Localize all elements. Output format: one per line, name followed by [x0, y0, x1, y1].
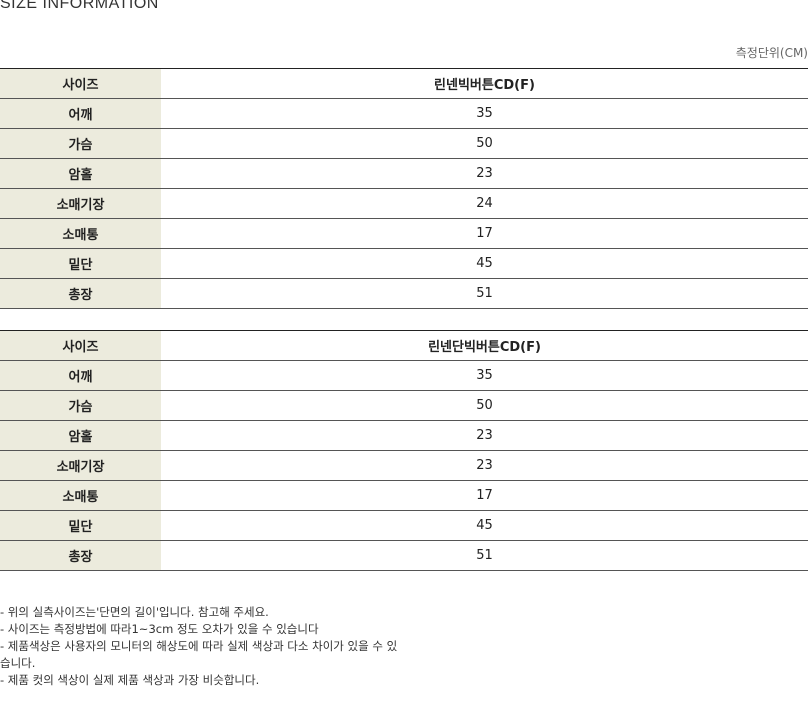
row-value: 45 — [161, 510, 808, 541]
row-label: 소매통 — [0, 218, 161, 249]
row-label: 가슴 — [0, 128, 161, 159]
header-label: 사이즈 — [0, 68, 161, 99]
row-value: 23 — [161, 450, 808, 481]
table-header-row: 사이즈 린넨단빅버튼CD(F) — [0, 330, 808, 361]
note-line: - 사이즈는 측정방법에 따라1~3cm 정도 오차가 있을 수 있습니다 — [0, 622, 319, 636]
table-row: 암홀 23 — [0, 420, 808, 451]
table-row: 어깨 35 — [0, 98, 808, 129]
row-value: 17 — [161, 218, 808, 249]
header-label: 사이즈 — [0, 330, 161, 361]
row-value: 50 — [161, 128, 808, 159]
row-value: 51 — [161, 540, 808, 571]
row-value: 35 — [161, 360, 808, 391]
table-row: 소매통 17 — [0, 480, 808, 511]
row-label: 암홀 — [0, 420, 161, 451]
table-row: 어깨 35 — [0, 360, 808, 391]
table-row: 밑단 45 — [0, 248, 808, 279]
row-label: 총장 — [0, 540, 161, 571]
page-title: SIZE INFORMATION — [0, 0, 159, 12]
table-row: 가슴 50 — [0, 390, 808, 421]
row-label: 어깨 — [0, 360, 161, 391]
row-value: 23 — [161, 420, 808, 451]
row-value: 45 — [161, 248, 808, 279]
row-label: 소매기장 — [0, 450, 161, 481]
row-label: 밑단 — [0, 510, 161, 541]
row-value: 24 — [161, 188, 808, 219]
size-table: 사이즈 린넨빅버튼CD(F) 어깨 35 가슴 50 암홀 23 소매기장 24… — [0, 68, 808, 309]
table-header-row: 사이즈 린넨빅버튼CD(F) — [0, 68, 808, 99]
table-row: 총장 51 — [0, 540, 808, 571]
table-row: 암홀 23 — [0, 158, 808, 189]
note-line: - 제품색상은 사용자의 모니터의 해상도에 따라 실제 색상과 다소 차이가 … — [0, 639, 398, 670]
product-name: 린넨단빅버튼CD(F) — [161, 330, 808, 361]
row-value: 50 — [161, 390, 808, 421]
row-label: 가슴 — [0, 390, 161, 421]
row-value: 51 — [161, 278, 808, 309]
table-row: 밑단 45 — [0, 510, 808, 541]
product-name: 린넨빅버튼CD(F) — [161, 68, 808, 99]
unit-label: 측정단위(CM) — [735, 46, 808, 60]
table-row: 가슴 50 — [0, 128, 808, 159]
row-label: 밑단 — [0, 248, 161, 279]
row-label: 어깨 — [0, 98, 161, 129]
table-row: 소매기장 24 — [0, 188, 808, 219]
row-label: 총장 — [0, 278, 161, 309]
table-row: 소매통 17 — [0, 218, 808, 249]
row-label: 소매기장 — [0, 188, 161, 219]
row-label: 암홀 — [0, 158, 161, 189]
size-table: 사이즈 린넨단빅버튼CD(F) 어깨 35 가슴 50 암홀 23 소매기장 2… — [0, 330, 808, 571]
note-line: - 제품 컷의 색상이 실제 제품 색상과 가장 비슷합니다. — [0, 673, 260, 687]
row-value: 35 — [161, 98, 808, 129]
note-line: - 위의 실측사이즈는'단면의 길이'입니다. 참고해 주세요. — [0, 605, 269, 619]
row-value: 23 — [161, 158, 808, 189]
row-value: 17 — [161, 480, 808, 511]
table-row: 소매기장 23 — [0, 450, 808, 481]
table-row: 총장 51 — [0, 278, 808, 309]
row-label: 소매통 — [0, 480, 161, 511]
notes: - 위의 실측사이즈는'단면의 길이'입니다. 참고해 주세요. - 사이즈는 … — [0, 604, 400, 689]
